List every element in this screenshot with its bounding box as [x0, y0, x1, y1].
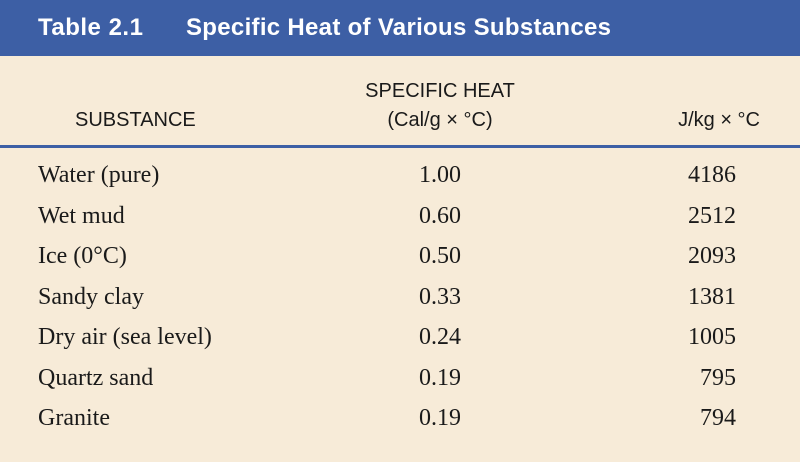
cell-cal: 0.24 [419, 324, 461, 350]
cell-jkg: 794 [700, 405, 736, 431]
header-divider [0, 145, 800, 148]
cell-cal: 0.19 [419, 364, 461, 391]
table-row: Wet mud 0.60 2512 [0, 199, 800, 240]
table-row: Dry air (sea level) 0.24 1005 [0, 320, 800, 361]
table-row: Water (pure) 1.00 4186 [0, 158, 800, 199]
cell-substance: Wet mud [38, 202, 125, 229]
table-body: Water (pure) 1.00 4186 Wet mud 0.60 2512… [0, 158, 800, 442]
cell-cal: 0.33 [419, 283, 461, 310]
table-row: Granite 0.19 794 [0, 401, 800, 442]
cell-cal: 0.60 [419, 202, 461, 229]
table-title: Specific Heat of Various Substances [186, 14, 612, 41]
table-title-bar: Table 2.1 Specific Heat of Various Subst… [0, 0, 800, 56]
cell-substance: Ice (0°C) [38, 243, 127, 269]
table-row: Ice (0°C) 0.50 2093 [0, 239, 800, 280]
table-number: Table 2.1 [38, 14, 144, 41]
cell-jkg: 1005 [688, 324, 736, 350]
table-row: Quartz sand 0.19 795 [0, 361, 800, 402]
cell-jkg: 2512 [688, 202, 736, 229]
cell-substance: Granite [38, 405, 110, 431]
cell-jkg: 4186 [688, 162, 736, 188]
header-specific-heat: SPECIFIC HEAT [365, 80, 515, 102]
cell-substance: Quartz sand [38, 364, 154, 391]
cell-cal: 0.19 [419, 405, 461, 431]
header-cal-unit: (Cal/g × °C) [387, 109, 493, 131]
header-substance: SUBSTANCE [75, 109, 196, 131]
cell-jkg: 1381 [688, 283, 736, 310]
cell-jkg: 2093 [688, 243, 736, 269]
cell-cal: 0.50 [419, 243, 461, 269]
cell-substance: Sandy clay [38, 283, 144, 310]
cell-substance: Water (pure) [38, 162, 160, 188]
cell-substance: Dry air (sea level) [38, 324, 212, 350]
cell-jkg: 795 [700, 364, 736, 391]
header-jkg-unit: J/kg × °C [678, 109, 760, 131]
cell-cal: 1.00 [419, 162, 461, 188]
table-row: Sandy clay 0.33 1381 [0, 280, 800, 321]
